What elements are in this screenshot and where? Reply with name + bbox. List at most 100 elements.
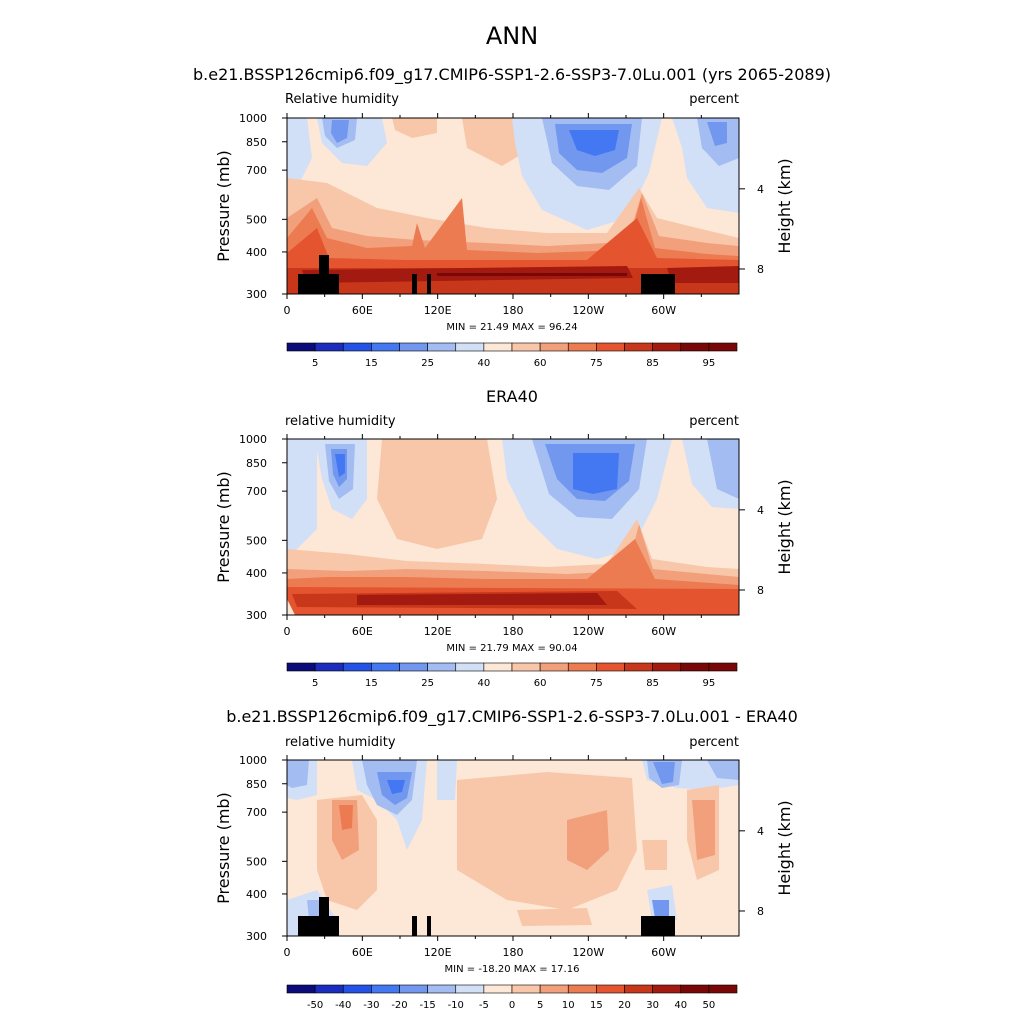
y-tick-label: 500: [246, 855, 267, 868]
colorbar-label: 85: [646, 678, 659, 689]
colorbar-label: 5: [312, 358, 318, 369]
y-tick-label: 700: [246, 485, 267, 498]
colorbar-label: 5: [312, 678, 318, 689]
colorbar-swatch: [314, 662, 344, 672]
contour-band: [335, 454, 345, 477]
plot-area: [286, 117, 740, 295]
x-tick-label: 120W: [572, 625, 604, 638]
colorbar-swatch: [427, 342, 457, 352]
panel-model: b.e21.BSSP126cmip6.f09_g17.CMIP6-SSP1-2.…: [193, 65, 831, 295]
colorbar-label: 5: [537, 1000, 543, 1011]
topography-mask: [641, 274, 675, 294]
x-tick-label: 120W: [572, 304, 604, 317]
x-tick-label: 180: [503, 304, 524, 317]
x-tick-label: 60E: [352, 304, 373, 317]
colorbar-swatch: [680, 662, 710, 672]
y2-axis-title: Height (km): [775, 479, 794, 574]
y-tick-label: 850: [246, 136, 267, 149]
y-axis-title: Pressure (mb): [214, 471, 233, 583]
x-tick-label: 0: [284, 946, 291, 959]
topography-mask: [412, 916, 417, 936]
colorbar-swatch: [567, 662, 597, 672]
colorbar-swatch: [567, 342, 597, 352]
colorbar-label: 50: [703, 1000, 716, 1011]
x-tick-label: 60E: [352, 946, 373, 959]
stats-label: MIN = -18.20 MAX = 17.16: [445, 964, 580, 975]
y-tick-label: 500: [246, 534, 267, 547]
units-label: percent: [689, 735, 739, 750]
topography-mask: [298, 897, 339, 936]
y-tick-label: 400: [246, 567, 267, 580]
y-axis-title: Pressure (mb): [214, 792, 233, 904]
x-tick-label: 120E: [424, 625, 452, 638]
y2-tick-label: 8: [757, 905, 764, 918]
x-tick-label: 120E: [424, 304, 452, 317]
contour-band: [437, 760, 457, 800]
colorbar-label: -40: [335, 1000, 351, 1011]
y-tick-label: 300: [246, 288, 267, 301]
colorbar-swatch: [596, 342, 625, 352]
colorbar-swatch: [652, 984, 682, 994]
x-tick-label: 120W: [572, 946, 604, 959]
stats-label: MIN = 21.49 MAX = 96.24: [446, 322, 577, 333]
colorbar-swatch: [342, 662, 372, 672]
colorbar-swatch: [314, 984, 344, 994]
colorbar-swatch: [624, 984, 653, 994]
y-tick-label: 850: [246, 457, 267, 470]
y-tick-label: 300: [246, 609, 267, 622]
contour-band: [707, 760, 739, 780]
colorbar-label: 75: [590, 358, 603, 369]
colorbar-label: 40: [674, 1000, 687, 1011]
topography-mask: [412, 274, 417, 294]
colorbar-swatch: [314, 342, 344, 352]
contour-band: [653, 762, 675, 784]
contour-band: [357, 593, 607, 605]
colorbar-label: 15: [590, 1000, 603, 1011]
axes-layer: 0 60E 120E 180 120W 60W300400500700850100084P…: [214, 112, 794, 1011]
y2-tick-label: 8: [757, 584, 764, 597]
colorbar-swatch: [539, 342, 569, 352]
contour-band: [573, 453, 619, 494]
plot-area: [286, 438, 740, 616]
colorbar-swatch: [399, 984, 428, 994]
y2-tick-label: 4: [757, 825, 764, 838]
contour-band: [517, 908, 592, 926]
colorbar-swatch: [567, 984, 597, 994]
contour-band: [287, 599, 295, 615]
contour-band: [437, 273, 627, 276]
colorbar-label: 15: [365, 358, 378, 369]
colorbar-swatch: [511, 984, 541, 994]
panel-era40: ERA40 relative humidity percent: [285, 387, 740, 616]
contour-band: [392, 118, 437, 138]
colorbar-label: 85: [646, 358, 659, 369]
x-tick-label: 0: [284, 304, 291, 317]
colorbar-swatch: [455, 342, 485, 352]
y2-tick-label: 4: [757, 183, 764, 196]
colorbar-swatch: [596, 662, 625, 672]
colorbar-swatch: [483, 342, 513, 352]
panel-title: ERA40: [486, 387, 538, 406]
colorbar-swatch: [511, 662, 541, 672]
units-label: percent: [689, 414, 739, 429]
colorbar-swatch: [708, 662, 738, 672]
colorbar-swatch: [371, 342, 400, 352]
figure-title: ANN: [486, 22, 538, 50]
colorbar-label: 30: [646, 1000, 659, 1011]
colorbar-label: 25: [421, 678, 434, 689]
stats-label: MIN = 21.79 MAX = 90.04: [446, 643, 577, 654]
y2-axis-title: Height (km): [775, 800, 794, 895]
contour-band: [387, 780, 405, 794]
y-tick-label: 300: [246, 930, 267, 943]
colorbar-label: -5: [479, 1000, 489, 1011]
y-tick-label: 400: [246, 246, 267, 259]
colorbar-label: -20: [391, 1000, 407, 1011]
colorbar-swatch: [427, 662, 457, 672]
colorbar-swatch: [483, 662, 513, 672]
x-tick-label: 0: [284, 625, 291, 638]
y-tick-label: 700: [246, 164, 267, 177]
colorbar-swatch: [708, 342, 738, 352]
topography-mask: [427, 274, 431, 294]
colorbar-label: 10: [562, 1000, 575, 1011]
panel-title: b.e21.BSSP126cmip6.f09_g17.CMIP6-SSP1-2.…: [193, 65, 831, 85]
contour-band: [457, 772, 637, 910]
